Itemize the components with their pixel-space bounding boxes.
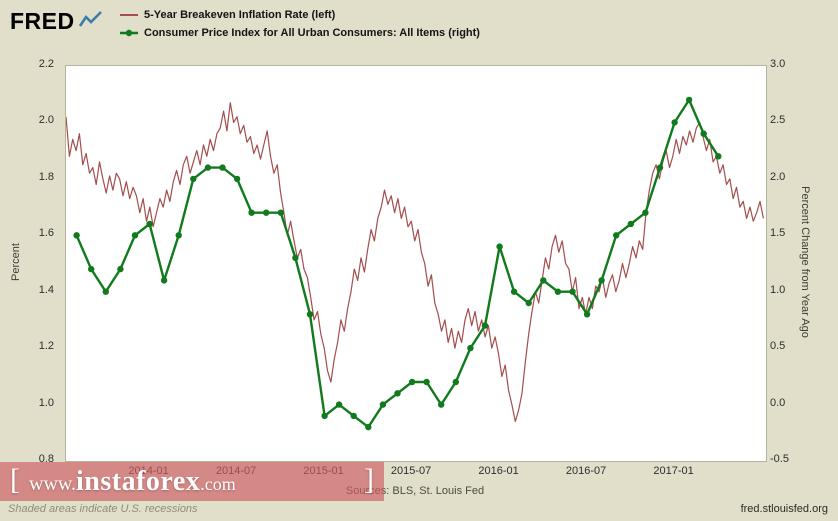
cpi-data-point (335, 401, 343, 408)
cpi-data-point (540, 277, 547, 284)
cpi-data-point (263, 209, 270, 216)
x-axis-tick-label: 2015-07 (390, 465, 432, 477)
cpi-data-point (248, 209, 255, 216)
watermark-www: www. (29, 472, 77, 495)
left-axis-tick-label: 2.0 (38, 114, 54, 127)
cpi-data-point (365, 423, 372, 431)
cpi-data-point (554, 288, 562, 295)
fred-logo-squiggle-icon (78, 11, 102, 27)
cpi-data-point (715, 153, 722, 160)
cpi-data-point (175, 232, 182, 239)
cpi-data-point (350, 412, 357, 420)
left-axis-tick-label: 2.2 (38, 58, 54, 70)
cpi-data-point (627, 220, 634, 228)
left-axis-tick-label: 1.4 (38, 283, 54, 296)
legend: 5-Year Breakeven Inflation Rate (left) C… (120, 6, 480, 42)
breakeven-line-marker-icon (120, 14, 138, 16)
cpi-data-point (700, 130, 707, 137)
cpi-line-dot-marker-icon (120, 29, 138, 37)
cpi-data-point (510, 288, 518, 295)
x-axis-tick-label: 2017-01 (653, 465, 694, 477)
cpi-data-point (117, 265, 124, 273)
left-axis-tick-label: 1.8 (38, 170, 54, 183)
cpi-data-point (190, 175, 197, 183)
cpi-data-point (379, 401, 387, 408)
legend-label-cpi: Consumer Price Index for All Urban Consu… (144, 27, 480, 39)
watermark-text: www.instaforex.com (29, 466, 236, 498)
cpi-data-point (598, 277, 605, 284)
legend-label-breakeven: 5-Year Breakeven Inflation Rate (left) (144, 9, 336, 21)
cpi-data-point (219, 164, 226, 171)
cpi-data-point (321, 412, 328, 420)
cpi-data-point (292, 254, 299, 262)
watermark-open-bracket: [ (10, 463, 20, 496)
cpi-data-point (131, 232, 139, 239)
cpi-data-point (613, 232, 620, 239)
cpi-data-point (160, 277, 168, 284)
right-axis-title: Percent Change from Year Ago (799, 186, 811, 338)
legend-item-breakeven: 5-Year Breakeven Inflation Rate (left) (120, 6, 480, 24)
left-axis-tick-label: 1.2 (38, 340, 54, 353)
cpi-data-point (277, 209, 284, 216)
right-axis-tick-label: 3.0 (770, 58, 786, 70)
cpi-data-point (306, 311, 314, 318)
cpi-data-point (642, 209, 649, 216)
cpi-data-point (656, 164, 664, 171)
instaforex-watermark: [ www.instaforex.com ] (0, 462, 384, 501)
chart-canvas (66, 96, 764, 431)
cpi-data-point (496, 243, 503, 250)
fred-logo: FRED (10, 8, 104, 35)
right-axis-tick-label: -0.5 (770, 453, 789, 465)
fred-site-text: fred.stlouisfed.org (740, 503, 828, 515)
right-axis-tick-label: 2.5 (770, 114, 786, 127)
right-axis-tick-label: 2.0 (770, 170, 786, 183)
cpi-data-point (685, 96, 693, 104)
watermark-tld: .com (200, 473, 236, 494)
cpi-data-point (467, 344, 474, 352)
cpi-data-point (583, 311, 591, 318)
cpi-data-point (525, 299, 532, 307)
watermark-close-bracket: ] (364, 463, 374, 496)
right-axis-tick-label: 0.0 (770, 396, 786, 409)
cpi-data-point (233, 175, 241, 183)
cpi-data-point (481, 322, 489, 329)
cpi-data-point (438, 401, 445, 408)
fred-logo-text: FRED (10, 8, 75, 34)
x-axis-tick-label: 2016-07 (565, 465, 607, 477)
recession-note: Shaded areas indicate U.S. recessions (8, 503, 198, 515)
left-axis-tick-label: 1.6 (38, 227, 54, 240)
cpi-data-point (394, 390, 401, 397)
right-axis-tick-label: 1.0 (770, 283, 786, 296)
cpi-marker-dot (125, 29, 133, 37)
cpi-data-point (102, 288, 109, 295)
cpi-data-point (408, 378, 416, 386)
cpi-data-point (423, 378, 430, 386)
plot-area (65, 65, 767, 462)
right-axis-tick-label: 0.5 (770, 340, 786, 353)
cpi-data-point (73, 232, 80, 239)
cpi-data-point (204, 164, 212, 171)
cpi-data-point (146, 220, 153, 228)
x-axis-tick-label: 2016-01 (478, 465, 519, 477)
right-axis-tick-label: 1.5 (770, 227, 786, 240)
cpi-data-point (88, 265, 95, 273)
cpi-data-point (671, 119, 678, 126)
cpi-data-point (569, 288, 576, 295)
legend-item-cpi: Consumer Price Index for All Urban Consu… (120, 24, 480, 42)
cpi-data-point (452, 378, 459, 386)
left-axis-title: Percent (10, 243, 22, 281)
left-axis-tick-label: 1.0 (38, 396, 54, 409)
watermark-name: instaforex (76, 465, 201, 497)
